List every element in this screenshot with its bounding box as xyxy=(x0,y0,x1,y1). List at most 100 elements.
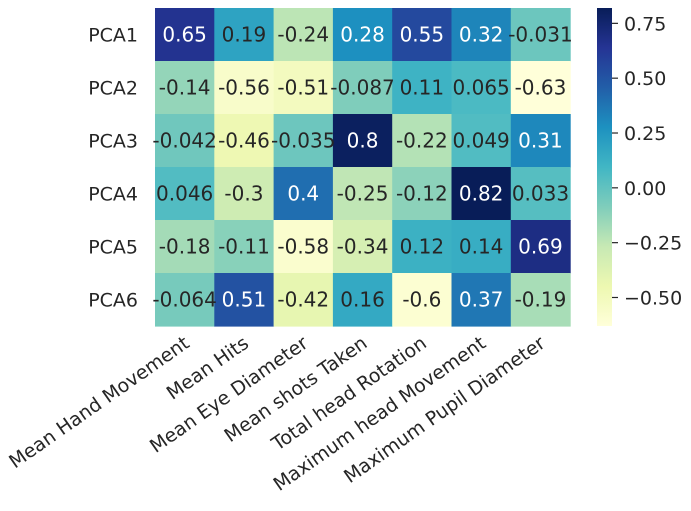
heatmap-cell-pca5-4 xyxy=(392,220,453,274)
cell-value-label: 0.28 xyxy=(340,23,385,47)
cell-value-label: -0.035 xyxy=(271,129,335,153)
heatmap-cell-pca5-3 xyxy=(332,220,393,274)
heatmap-cell-pca6-0 xyxy=(155,273,215,327)
heatmap-cell-pca6-3 xyxy=(332,273,393,327)
cell-value-label: -0.22 xyxy=(396,129,448,153)
row-labels: PCA1 PCA2 PCA3 PCA4 PCA5 PCA6 xyxy=(88,25,138,312)
colorbar-tick-label: −0.50 xyxy=(624,287,682,309)
cell-value-label: 0.55 xyxy=(400,23,445,47)
heatmap-cell-pca1-0 xyxy=(155,8,215,62)
cell-value-label: 0.4 xyxy=(287,182,319,206)
cell-value-label: -0.087 xyxy=(330,76,394,100)
heatmap-cell-pca4-2 xyxy=(273,167,334,221)
heatmap-cell-pca6-6 xyxy=(510,273,571,327)
cell-value-label: -0.19 xyxy=(515,288,567,312)
row-label: PCA1 xyxy=(88,25,138,47)
cell-value-label: 0.12 xyxy=(400,235,445,259)
cell-value-label: 0.19 xyxy=(222,23,267,47)
cell-value-label: 0.11 xyxy=(400,76,445,100)
heatmap-cell-pca1-2 xyxy=(273,8,334,62)
heatmap-cell-pca2-1 xyxy=(214,61,275,115)
heatmap-cell-pca5-6 xyxy=(510,220,571,274)
heatmap-cell-pca1-5 xyxy=(451,8,512,62)
heatmap-cell-pca2-2 xyxy=(273,61,334,115)
colorbar: 0.75 0.50 0.25 0.00 −0.25 −0.50 xyxy=(597,8,682,326)
cell-value-label: -0.14 xyxy=(159,76,211,100)
heatmap-cell-pca4-5 xyxy=(451,167,512,221)
cell-value-label: -0.42 xyxy=(277,288,329,312)
heatmap-cell-pca2-4 xyxy=(392,61,453,115)
cell-value-label: -0.34 xyxy=(337,235,389,259)
heatmap-cells xyxy=(155,8,571,327)
cell-value-label: 0.16 xyxy=(340,288,385,312)
cell-value-label: -0.12 xyxy=(396,182,448,206)
heatmap-cell-pca2-0 xyxy=(155,61,215,115)
row-label: PCA5 xyxy=(88,237,138,259)
colorbar-gradient xyxy=(597,8,612,326)
heatmap-cell-pca4-6 xyxy=(510,167,571,221)
row-label: PCA2 xyxy=(88,78,138,100)
cell-value-label: -0.58 xyxy=(277,235,329,259)
heatmap-cell-pca6-5 xyxy=(451,273,512,327)
heatmap-cell-pca4-0 xyxy=(155,167,215,221)
cell-value-label: -0.3 xyxy=(224,182,263,206)
heatmap-cell-pca4-1 xyxy=(214,167,275,221)
heatmap-cell-pca3-2 xyxy=(273,114,334,168)
cell-value-label: 0.049 xyxy=(453,129,510,153)
cell-value-label: 0.82 xyxy=(459,182,504,206)
heatmap-cell-pca3-3 xyxy=(332,114,393,168)
heatmap-cell-pca4-3 xyxy=(332,167,393,221)
heatmap-cell-pca1-6 xyxy=(510,8,571,62)
row-label: PCA4 xyxy=(88,184,138,206)
heatmap-cell-pca6-1 xyxy=(214,273,275,327)
heatmap-cell-pca2-5 xyxy=(451,61,512,115)
cell-value-label: 0.046 xyxy=(156,182,213,206)
cell-value-label: -0.6 xyxy=(402,288,441,312)
cell-value-label: -0.63 xyxy=(515,76,567,100)
heatmap-cell-pca5-0 xyxy=(155,220,215,274)
heatmap-cell-pca3-0 xyxy=(155,114,215,168)
heatmap-cell-pca5-1 xyxy=(214,220,275,274)
cell-value-labels: 0.65 0.19 -0.24 0.28 0.55 0.32 -0.031 -0.14 -0.5… xyxy=(152,23,572,312)
heatmap-cell-pca1-3 xyxy=(332,8,393,62)
row-label: PCA3 xyxy=(88,131,138,153)
cell-value-label: -0.18 xyxy=(159,235,211,259)
cell-value-label: 0.8 xyxy=(347,129,379,153)
cell-value-label: -0.11 xyxy=(218,235,270,259)
cell-value-label: -0.031 xyxy=(508,23,572,47)
cell-value-label: -0.56 xyxy=(218,76,270,100)
heatmap-cell-pca1-4 xyxy=(392,8,453,62)
cell-value-label: -0.064 xyxy=(152,288,216,312)
cell-value-label: 0.32 xyxy=(459,23,504,47)
cell-value-label: 0.065 xyxy=(453,76,510,100)
heatmap-cell-pca2-3 xyxy=(332,61,393,115)
heatmap-cell-pca3-4 xyxy=(392,114,453,168)
cell-value-label: 0.033 xyxy=(512,182,569,206)
cell-value-label: -0.25 xyxy=(337,182,389,206)
cell-value-label: 0.31 xyxy=(518,129,563,153)
colorbar-tick-label: 0.25 xyxy=(624,123,666,145)
heatmap-cell-pca6-2 xyxy=(273,273,334,327)
cell-value-label: -0.46 xyxy=(218,129,270,153)
cell-value-label: 0.37 xyxy=(459,288,504,312)
cell-value-label: -0.51 xyxy=(277,76,329,100)
colorbar-tick-label: 0.00 xyxy=(624,178,666,200)
row-label: PCA6 xyxy=(88,290,138,312)
heatmap-cell-pca4-4 xyxy=(392,167,453,221)
heatmap-cell-pca3-1 xyxy=(214,114,275,168)
colorbar-tick-label: 0.75 xyxy=(624,13,666,35)
heatmap-cell-pca1-1 xyxy=(214,8,275,62)
heatmap-cell-pca6-4 xyxy=(392,273,453,327)
cell-value-label: 0.69 xyxy=(518,235,563,259)
heatmap-cell-pca3-6 xyxy=(510,114,571,168)
heatmap-cell-pca5-5 xyxy=(451,220,512,274)
colorbar-tick-label: −0.25 xyxy=(624,233,682,255)
cell-value-label: -0.24 xyxy=(277,23,329,47)
cell-value-label: 0.14 xyxy=(459,235,504,259)
cell-value-label: 0.65 xyxy=(162,23,207,47)
cell-value-label: 0.51 xyxy=(222,288,267,312)
heatmap-cell-pca5-2 xyxy=(273,220,334,274)
heatmap-cell-pca2-6 xyxy=(510,61,571,115)
